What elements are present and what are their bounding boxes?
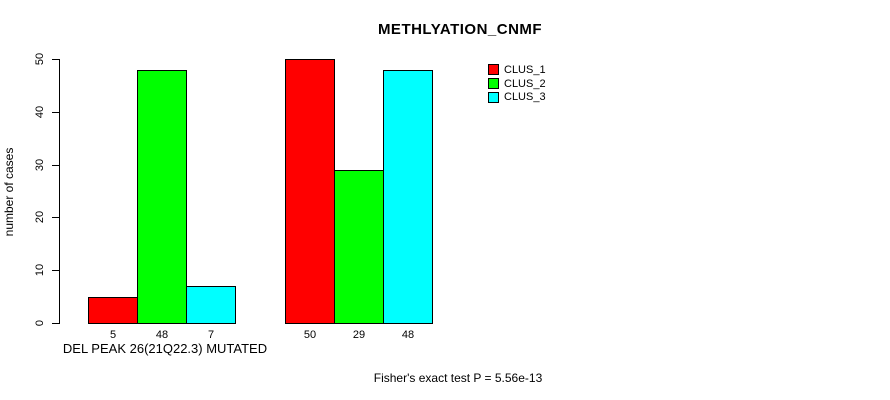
y-tick-label-40: 40 xyxy=(34,105,46,118)
y-tick-mark-10 xyxy=(52,270,59,272)
bar-clus_1-group1 xyxy=(88,297,138,324)
y-tick-label-50: 50 xyxy=(34,52,46,66)
bar-value-label-clus_1-group2: 50 xyxy=(303,329,317,341)
legend-row-clus_1: CLUS_1 xyxy=(488,63,546,77)
bar-clus_2-group2 xyxy=(334,170,384,324)
bar-clus_1-group2 xyxy=(285,59,335,324)
y-tick-label-10: 10 xyxy=(34,264,46,277)
bar-value-label-clus_2-group1: 48 xyxy=(155,329,169,341)
legend-label-clus_3: CLUS_3 xyxy=(504,91,546,104)
chart-title: METHLYATION_CNMF xyxy=(377,21,543,38)
y-tick-mark-50 xyxy=(52,59,59,60)
legend-swatch-clus_1 xyxy=(488,64,499,76)
fisher-test-annotation: Fisher's exact test P = 5.56e-13 xyxy=(373,371,543,385)
y-axis-title: number of cases xyxy=(2,147,16,237)
bar-value-label-clus_1-group1: 5 xyxy=(109,329,117,341)
y-tick-label-0: 0 xyxy=(34,319,46,327)
bar-clus_2-group1 xyxy=(137,70,187,324)
y-tick-label-30: 30 xyxy=(34,158,46,171)
legend: CLUS_1 CLUS_2 CLUS_3 xyxy=(488,63,546,104)
legend-row-clus_2: CLUS_2 xyxy=(488,77,546,91)
y-tick-mark-20 xyxy=(52,217,59,219)
y-tick-mark-0 xyxy=(52,323,59,324)
legend-label-clus_1: CLUS_1 xyxy=(504,63,546,76)
y-tick-label-20: 20 xyxy=(34,211,46,224)
bar-value-label-clus_3-group2: 48 xyxy=(401,329,415,341)
y-axis-line xyxy=(59,59,60,324)
x-axis-title: DEL PEAK 26(21Q22.3) MUTATED xyxy=(62,341,268,356)
legend-label-clus_2: CLUS_2 xyxy=(504,77,546,90)
y-tick-mark-30 xyxy=(52,164,59,166)
bar-value-label-clus_2-group2: 29 xyxy=(352,329,366,341)
y-tick-mark-40 xyxy=(52,111,59,113)
bar-clus_3-group2 xyxy=(383,70,433,324)
bar-clus_3-group1 xyxy=(186,286,236,324)
bar-value-label-clus_3-group1: 7 xyxy=(207,329,215,341)
legend-swatch-clus_3 xyxy=(488,91,499,103)
legend-swatch-clus_2 xyxy=(488,78,499,90)
legend-row-clus_3: CLUS_3 xyxy=(488,90,546,104)
